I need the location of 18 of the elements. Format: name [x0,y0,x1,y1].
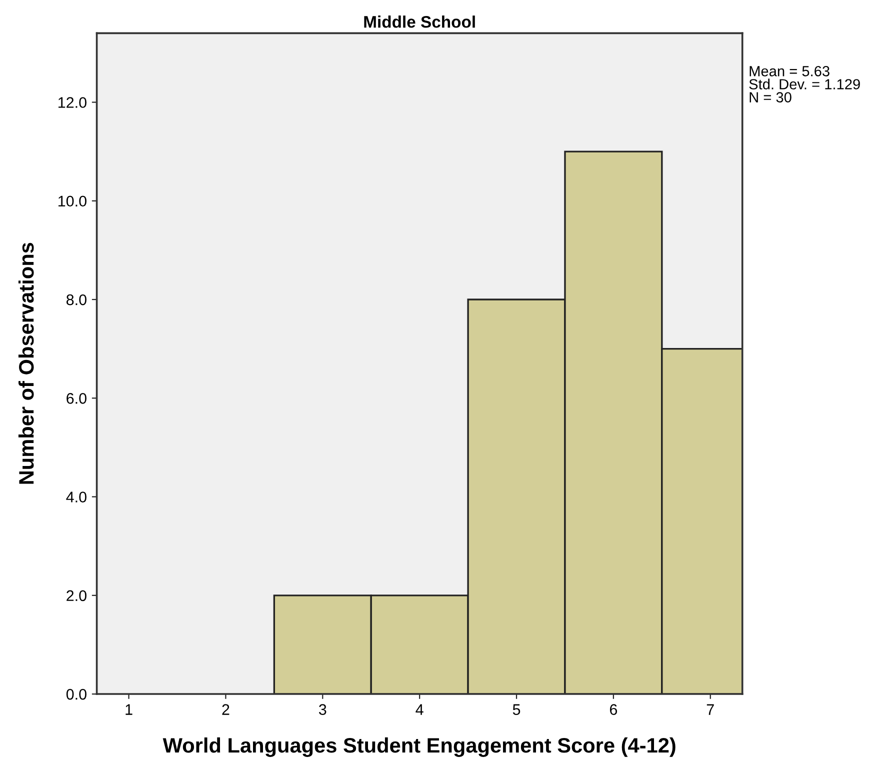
y-axis-title: Number of Observations [18,242,34,484]
text: Mean = 5.63 Std. Dev. = 1.129 N = 30 [749,66,860,102]
x-tick-label: 6 [610,704,618,715]
y-tick-label: 12.0 [58,97,86,108]
x-tick-label: 1 [126,704,132,715]
x-tick-label: 4 [416,704,424,715]
x-tick-label: 2 [222,704,230,715]
y-tick-label: 6.0 [66,393,86,404]
y-tick-label: 0.0 [66,688,86,700]
x-axis-title: World Languages Student Engagement Score (4-12) [162,737,676,757]
x-tick-label: 5 [512,704,520,715]
x-tick-label: 7 [706,704,714,715]
y-tick-label: 8.0 [66,294,86,306]
chart-title: Middle School [364,16,475,28]
y-tick-label: 10.0 [58,196,86,207]
x-tick-label: 3 [318,704,326,715]
y-tick-label: 2.0 [66,590,86,602]
y-tick-label: 4.0 [66,492,86,502]
